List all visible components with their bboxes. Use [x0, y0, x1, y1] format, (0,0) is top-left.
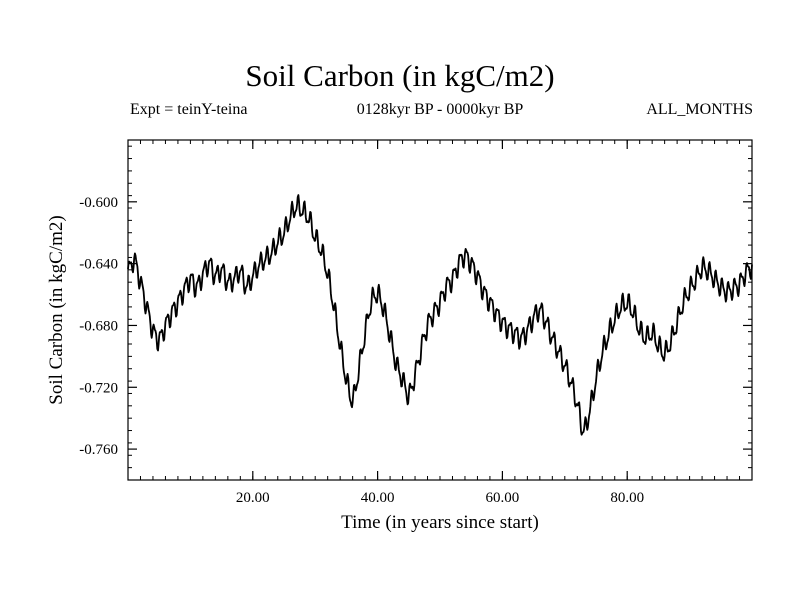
experiment-label: Expt = teinY-teina	[130, 101, 248, 118]
months-label: ALL_MONTHS	[646, 101, 753, 118]
x-tick-label: 20.00	[236, 490, 270, 506]
time-range-label: 0128kyr BP - 0000kyr BP	[356, 101, 524, 118]
x-tick-label: 80.00	[610, 490, 644, 506]
y-axis-label: Soil Carbon (in kgC/m2)	[46, 215, 67, 404]
x-axis-ticks: 20.00 40.00 60.00 80.00	[236, 140, 644, 506]
x-tick-label: 60.00	[486, 490, 520, 506]
x-axis-label: Time (in years since start)	[341, 512, 539, 533]
series-line-0	[127, 194, 753, 436]
y-tick-label: -0.640	[79, 257, 118, 273]
y-tick-label: -0.600	[79, 195, 118, 211]
y-axis-ticks: -0.600 -0.640 -0.680 -0.720 -0.760	[79, 195, 752, 458]
y-tick-label: -0.720	[79, 380, 118, 396]
y-tick-label: -0.680	[79, 318, 118, 334]
x-tick-label: 40.00	[361, 490, 395, 506]
y-tick-label: -0.760	[79, 442, 118, 458]
series-layer	[127, 194, 753, 436]
chart-title: Soil Carbon (in kgC/m2)	[245, 58, 555, 93]
